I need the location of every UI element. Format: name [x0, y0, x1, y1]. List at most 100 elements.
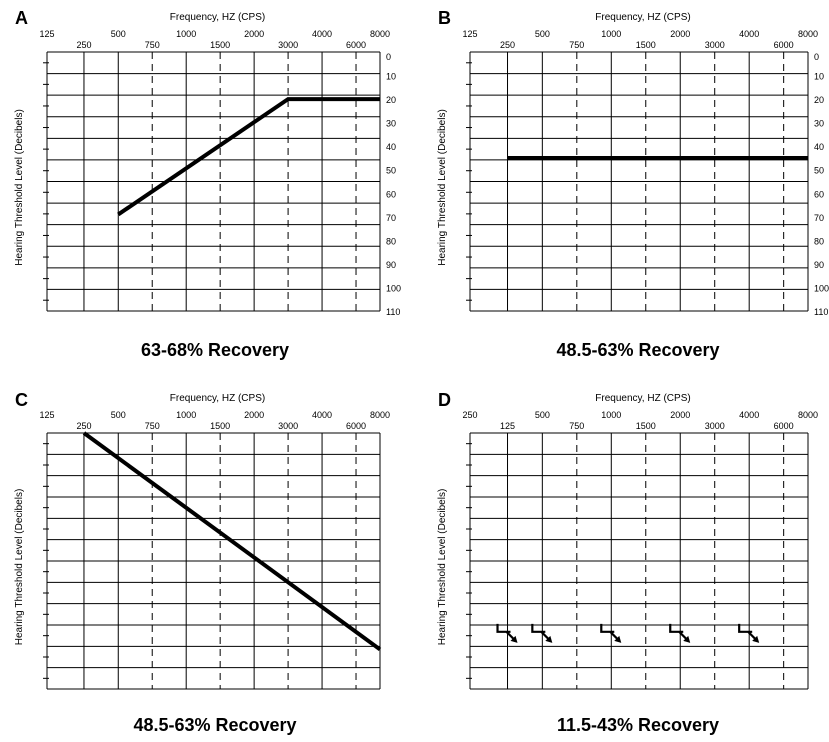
y-tick-label: 60	[814, 189, 824, 199]
x-tick-label: 500	[111, 29, 126, 39]
threshold-line	[82, 431, 382, 652]
x-tick-label: 250	[76, 421, 91, 431]
x-tick-label: 4000	[739, 410, 759, 420]
y-tick-label: 50	[386, 166, 396, 176]
x-tick-label: 6000	[774, 421, 794, 431]
x-tick-label: 3000	[705, 40, 725, 50]
audiogram-panel-b: B Frequency, HZ (CPS)12525050075010001500…	[437, 8, 829, 360]
panel-caption: 48.5-63% Recovery	[556, 340, 719, 360]
panel-caption: 48.5-63% Recovery	[133, 715, 296, 735]
x-tick-label: 250	[462, 410, 477, 420]
x-tick-label: 2000	[670, 29, 690, 39]
x-tick-label: 1000	[601, 410, 621, 420]
x-tick-label: 1000	[601, 29, 621, 39]
y-tick-label: 60	[386, 189, 396, 199]
y-axis-title: Hearing Threshold Level (Decibels)	[14, 489, 25, 646]
x-tick-label: 2000	[244, 410, 264, 420]
y-tick-label: 70	[814, 213, 824, 223]
x-tick-label: 4000	[312, 29, 332, 39]
x-tick-label: 500	[111, 410, 126, 420]
audiogram-panel-c: C Frequency, HZ (CPS) 125 250 500 750 1000 1500…	[14, 390, 390, 735]
y-tick-label: 110	[814, 307, 828, 317]
no-response-arrowhead	[510, 635, 518, 643]
y-tick-label: 90	[386, 260, 396, 270]
x-tick-label: 2000	[670, 410, 690, 420]
x-tick-label: 8000	[798, 29, 818, 39]
y-tick-label: 100	[814, 283, 829, 293]
x-tick-label: 125	[500, 421, 515, 431]
y-tick-label: 100	[386, 283, 401, 293]
panel-letter: D	[438, 390, 451, 410]
y-tick-label: 30	[814, 119, 824, 129]
panel-letter: A	[15, 8, 28, 28]
no-response-marker	[669, 623, 690, 642]
x-axis-title: Frequency, HZ (CPS)	[170, 393, 265, 404]
y-tick-label: 90	[814, 260, 824, 270]
x-tick-label: 8000	[370, 410, 390, 420]
x-tick-label: 8000	[798, 410, 818, 420]
x-tick-label: 250	[76, 40, 91, 50]
x-tick-label: 2000	[244, 29, 264, 39]
y-tick-label: 30	[386, 119, 396, 129]
y-tick-label: 10	[386, 72, 396, 82]
x-tick-label: 3000	[278, 40, 298, 50]
threshold-line	[117, 97, 380, 217]
y-tick-label: 20	[814, 95, 824, 105]
no-response-marker	[531, 623, 552, 642]
y-tick-label: 50	[814, 166, 824, 176]
no-response-arrowhead	[683, 635, 691, 643]
x-tick-label: 1000	[176, 29, 196, 39]
x-tick-label: 1500	[210, 421, 230, 431]
no-response-marker	[600, 623, 621, 642]
x-axis-title: Frequency, HZ (CPS)	[170, 12, 265, 23]
x-tick-label: 125	[462, 29, 477, 39]
panel-caption: 11.5-43% Recovery	[557, 715, 719, 735]
x-axis-title: Frequency, HZ (CPS)	[595, 12, 690, 23]
x-tick-label: 3000	[705, 421, 725, 431]
x-tick-label: 750	[569, 421, 584, 431]
x-tick-label: 500	[535, 410, 550, 420]
y-tick-label: 40	[814, 142, 824, 152]
no-response-marker	[738, 623, 758, 642]
x-tick-label: 750	[145, 421, 160, 431]
y-tick-label: 110	[386, 307, 400, 317]
x-tick-label: 3000	[278, 421, 298, 431]
y-tick-label: 0	[386, 52, 391, 62]
x-tick-label: 6000	[346, 421, 366, 431]
x-tick-label: 4000	[739, 29, 759, 39]
y-tick-label: 80	[814, 236, 824, 246]
panel-letter: C	[15, 390, 28, 410]
y-tick-label: 0	[814, 52, 819, 62]
x-tick-label: 1500	[636, 421, 656, 431]
panel-caption: 63-68% Recovery	[141, 340, 289, 360]
y-tick-label: 70	[386, 213, 396, 223]
x-tick-label: 6000	[774, 40, 794, 50]
no-response-arrowhead	[614, 635, 622, 643]
x-tick-label: 1000	[176, 410, 196, 420]
y-axis-title: Hearing Threshold Level (Decibels)	[437, 109, 448, 266]
x-axis-title: Frequency, HZ (CPS)	[595, 393, 690, 404]
x-tick-label: 500	[535, 29, 550, 39]
y-axis-title: Hearing Threshold Level (Decibels)	[437, 489, 448, 646]
y-tick-label: 40	[386, 142, 396, 152]
x-tick-label: 8000	[370, 29, 390, 39]
x-tick-label: 750	[569, 40, 584, 50]
x-tick-label: 1500	[636, 40, 656, 50]
no-response-arrowhead	[545, 635, 553, 643]
x-tick-label: 1500	[210, 40, 230, 50]
x-tick-label: 250	[500, 40, 515, 50]
y-tick-label: 20	[386, 95, 396, 105]
x-tick-label: 125	[39, 410, 54, 420]
no-response-arrowhead	[752, 635, 760, 643]
no-response-marker	[496, 623, 517, 642]
audiogram-panel-d: D Frequency, HZ (CPS) 250 125 500 750 1000 1500…	[437, 390, 818, 735]
x-tick-label: 6000	[346, 40, 366, 50]
y-tick-label: 80	[386, 236, 396, 246]
panel-letter: B	[438, 8, 451, 28]
y-axis-title: Hearing Threshold Level (Decibels)	[14, 109, 25, 266]
y-tick-label: 10	[814, 72, 824, 82]
x-tick-label: 4000	[312, 410, 332, 420]
x-tick-label: 125	[39, 29, 54, 39]
audiogram-panel-a: A Frequency, HZ (CPS)12525050075010001500…	[14, 8, 401, 360]
